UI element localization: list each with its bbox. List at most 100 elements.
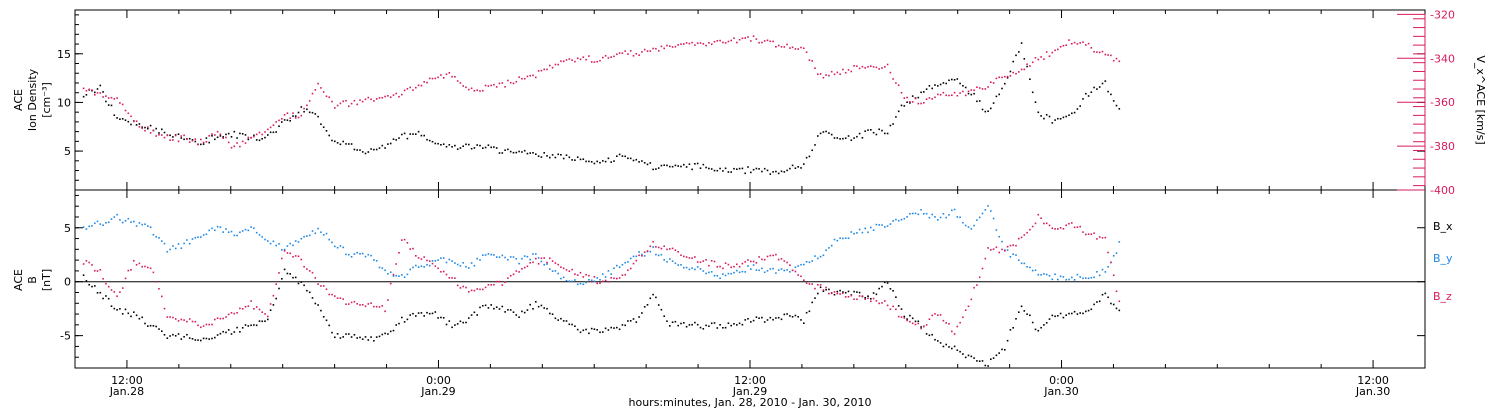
data-point-b-x bbox=[264, 320, 266, 322]
data-point-ion-density bbox=[886, 132, 889, 135]
data-point-b-y bbox=[663, 259, 665, 261]
data-point-v-x bbox=[308, 100, 311, 102]
data-point-b-z bbox=[730, 266, 732, 269]
data-point-v-x bbox=[272, 124, 275, 126]
data-point-b-y bbox=[618, 266, 621, 268]
data-point-b-x bbox=[186, 333, 188, 336]
data-point-b-y bbox=[200, 236, 202, 238]
data-point-b-x bbox=[1068, 312, 1070, 315]
data-point-b-z bbox=[378, 306, 381, 308]
data-point-ion-density bbox=[800, 167, 802, 169]
data-point-ion-density bbox=[401, 133, 403, 136]
data-point-ion-density bbox=[878, 128, 880, 131]
data-point-v-x bbox=[317, 82, 319, 85]
data-point-v-x bbox=[233, 145, 236, 148]
data-point-v-x bbox=[878, 68, 880, 70]
data-point-v-x bbox=[945, 94, 947, 97]
data-point-b-x bbox=[822, 290, 825, 292]
data-point-ion-density bbox=[1096, 88, 1098, 90]
data-point-b-y bbox=[786, 269, 788, 271]
data-point-b-z bbox=[420, 258, 423, 260]
data-point-b-y bbox=[241, 230, 244, 232]
data-point-v-x bbox=[1093, 50, 1095, 53]
data-point-v-x bbox=[808, 59, 811, 61]
data-point-b-z bbox=[205, 323, 208, 326]
data-point-b-y bbox=[705, 272, 707, 275]
data-point-b-x bbox=[593, 328, 596, 330]
data-point-ion-density bbox=[161, 128, 163, 131]
data-point-v-x bbox=[643, 48, 646, 51]
data-point-ion-density bbox=[121, 118, 124, 120]
data-point-b-x bbox=[214, 336, 216, 339]
data-point-b-y bbox=[1087, 277, 1090, 280]
data-point-b-x bbox=[105, 295, 107, 297]
data-point-b-x bbox=[236, 326, 238, 329]
data-point-ion-density bbox=[627, 157, 629, 160]
data-point-b-z bbox=[889, 308, 892, 310]
data-point-b-x bbox=[680, 322, 682, 325]
data-point-ion-density bbox=[236, 137, 238, 139]
data-point-b-y bbox=[942, 213, 945, 215]
data-point-v-x bbox=[200, 138, 202, 141]
data-point-b-z bbox=[241, 308, 244, 310]
data-point-b-x bbox=[571, 323, 573, 326]
data-point-b-y bbox=[674, 262, 677, 265]
data-point-ion-density bbox=[962, 85, 964, 87]
data-point-b-x bbox=[867, 295, 869, 297]
data-point-b-y bbox=[1115, 252, 1118, 254]
data-point-ion-density bbox=[702, 163, 705, 166]
data-point-b-y bbox=[1079, 276, 1081, 278]
data-point-b-x bbox=[783, 313, 786, 316]
data-point-v-x bbox=[579, 58, 582, 61]
data-point-v-x bbox=[1040, 56, 1042, 58]
data-point-v-x bbox=[163, 136, 166, 139]
data-point-b-x bbox=[856, 291, 858, 293]
data-point-ion-density bbox=[342, 140, 344, 143]
data-point-b-y bbox=[1031, 269, 1034, 272]
data-point-v-x bbox=[970, 89, 973, 91]
data-point-ion-density bbox=[406, 137, 409, 140]
data-point-b-z bbox=[853, 298, 855, 300]
data-point-b-z bbox=[133, 260, 135, 262]
data-point-ion-density bbox=[239, 132, 241, 135]
data-point-v-x bbox=[454, 76, 456, 78]
data-point-ion-density bbox=[222, 136, 224, 138]
data-point-b-y bbox=[755, 269, 758, 271]
x-tick-time: 0:00 bbox=[426, 374, 451, 387]
data-point-v-x bbox=[780, 46, 783, 48]
data-point-v-x bbox=[532, 74, 534, 77]
data-point-b-x bbox=[353, 334, 356, 336]
data-point-ion-density bbox=[1065, 115, 1067, 118]
data-point-ion-density bbox=[730, 171, 732, 173]
data-point-b-x bbox=[334, 336, 336, 339]
data-point-b-x bbox=[523, 311, 526, 314]
data-point-b-z bbox=[373, 305, 375, 308]
data-point-v-x bbox=[797, 48, 799, 50]
data-point-b-y bbox=[867, 231, 869, 234]
data-point-ion-density bbox=[454, 144, 456, 147]
data-point-b-y bbox=[255, 231, 258, 234]
data-point-b-y bbox=[696, 266, 699, 268]
data-point-ion-density bbox=[498, 152, 501, 154]
data-point-b-x bbox=[359, 336, 361, 339]
data-point-b-y bbox=[772, 267, 774, 270]
data-point-b-z bbox=[543, 257, 545, 259]
data-point-b-x bbox=[710, 322, 713, 325]
data-point-b-z bbox=[565, 269, 568, 271]
data-point-v-x bbox=[188, 141, 191, 143]
data-point-v-x bbox=[830, 70, 833, 73]
data-point-b-x bbox=[222, 330, 224, 333]
data-point-b-x bbox=[124, 308, 127, 311]
data-point-b-y bbox=[853, 232, 855, 235]
data-point-b-z bbox=[803, 279, 805, 281]
data-point-b-z bbox=[367, 303, 370, 305]
data-point-ion-density bbox=[523, 149, 526, 152]
data-point-b-x bbox=[135, 314, 138, 317]
data-point-b-z bbox=[515, 270, 518, 272]
data-point-v-x bbox=[800, 46, 802, 49]
data-point-b-z bbox=[331, 293, 333, 296]
data-point-v-x bbox=[716, 40, 719, 42]
data-point-b-z bbox=[574, 273, 576, 275]
data-point-b-z bbox=[713, 260, 716, 263]
data-point-v-x bbox=[1045, 51, 1048, 53]
